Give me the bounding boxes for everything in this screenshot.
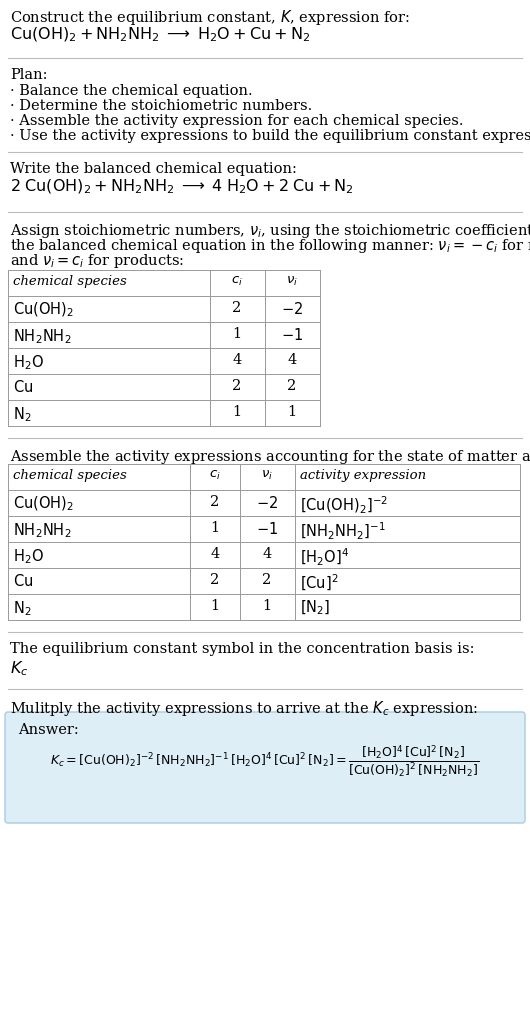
Text: Plan:: Plan:: [10, 68, 48, 82]
FancyBboxPatch shape: [5, 712, 525, 823]
Text: $\mathrm{Cu(OH)_2 + NH_2NH_2 \;\longrightarrow\; H_2O + Cu + N_2}$: $\mathrm{Cu(OH)_2 + NH_2NH_2 \;\longrigh…: [10, 26, 310, 44]
Text: 1: 1: [210, 599, 219, 613]
Text: $K_c = [\mathrm{Cu(OH)_2}]^{-2}\,[\mathrm{NH_2NH_2}]^{-1}\,[\mathrm{H_2O}]^{4}\,: $K_c = [\mathrm{Cu(OH)_2}]^{-2}\,[\mathr…: [50, 743, 480, 779]
Text: 1: 1: [287, 405, 297, 419]
Text: $[\mathrm{Cu}]^{2}$: $[\mathrm{Cu}]^{2}$: [300, 573, 339, 593]
Text: 4: 4: [232, 353, 242, 367]
Text: 2: 2: [287, 379, 297, 393]
Text: 2: 2: [232, 301, 242, 315]
Text: $\mathrm{NH_2NH_2}$: $\mathrm{NH_2NH_2}$: [13, 521, 72, 540]
Text: Answer:: Answer:: [18, 723, 79, 737]
Text: $[\mathrm{Cu(OH)_2}]^{-2}$: $[\mathrm{Cu(OH)_2}]^{-2}$: [300, 495, 388, 516]
Text: $[\mathrm{N_2}]$: $[\mathrm{N_2}]$: [300, 599, 330, 618]
Text: Write the balanced chemical equation:: Write the balanced chemical equation:: [10, 162, 297, 176]
Text: $[\mathrm{NH_2NH_2}]^{-1}$: $[\mathrm{NH_2NH_2}]^{-1}$: [300, 521, 386, 542]
Text: $[\mathrm{H_2O}]^{4}$: $[\mathrm{H_2O}]^{4}$: [300, 547, 349, 568]
Text: 1: 1: [210, 521, 219, 535]
Text: $\mathrm{N_2}$: $\mathrm{N_2}$: [13, 405, 31, 424]
Text: chemical species: chemical species: [13, 275, 127, 288]
Text: $\mathrm{2\;Cu(OH)_2 + NH_2NH_2 \;\longrightarrow\; 4\;H_2O + 2\;Cu + N_2}$: $\mathrm{2\;Cu(OH)_2 + NH_2NH_2 \;\longr…: [10, 178, 354, 196]
Text: The equilibrium constant symbol in the concentration basis is:: The equilibrium constant symbol in the c…: [10, 642, 474, 657]
Text: 4: 4: [210, 547, 219, 561]
Text: $\mathrm{Cu(OH)_2}$: $\mathrm{Cu(OH)_2}$: [13, 301, 74, 320]
Text: 1: 1: [233, 405, 242, 419]
Text: and $\nu_i = c_i$ for products:: and $\nu_i = c_i$ for products:: [10, 252, 184, 270]
Text: Construct the equilibrium constant, $K$, expression for:: Construct the equilibrium constant, $K$,…: [10, 8, 410, 27]
Text: 2: 2: [262, 573, 271, 587]
Text: chemical species: chemical species: [13, 469, 127, 482]
Text: $K_c$: $K_c$: [10, 659, 29, 678]
Text: 2: 2: [210, 495, 219, 509]
Text: Mulitply the activity expressions to arrive at the $K_c$ expression:: Mulitply the activity expressions to arr…: [10, 699, 478, 718]
Text: Assemble the activity expressions accounting for the state of matter and $\nu_i$: Assemble the activity expressions accoun…: [10, 448, 530, 466]
Text: $c_i$: $c_i$: [209, 469, 221, 482]
Text: $-2$: $-2$: [281, 301, 303, 317]
Text: the balanced chemical equation in the following manner: $\nu_i = -c_i$ for react: the balanced chemical equation in the fo…: [10, 237, 530, 255]
Text: Assign stoichiometric numbers, $\nu_i$, using the stoichiometric coefficients, $: Assign stoichiometric numbers, $\nu_i$, …: [10, 222, 530, 240]
Text: $-1$: $-1$: [281, 327, 303, 343]
Text: · Use the activity expressions to build the equilibrium constant expression.: · Use the activity expressions to build …: [10, 129, 530, 143]
Text: · Balance the chemical equation.: · Balance the chemical equation.: [10, 84, 253, 98]
Text: 4: 4: [287, 353, 297, 367]
Text: $-2$: $-2$: [256, 495, 278, 510]
Text: $\mathrm{Cu(OH)_2}$: $\mathrm{Cu(OH)_2}$: [13, 495, 74, 514]
Text: $\nu_i$: $\nu_i$: [261, 469, 273, 482]
Text: · Assemble the activity expression for each chemical species.: · Assemble the activity expression for e…: [10, 114, 464, 128]
Text: 2: 2: [210, 573, 219, 587]
Text: $\mathrm{N_2}$: $\mathrm{N_2}$: [13, 599, 31, 618]
Text: $\mathrm{H_2O}$: $\mathrm{H_2O}$: [13, 547, 44, 566]
Text: $\mathrm{Cu}$: $\mathrm{Cu}$: [13, 379, 33, 395]
Text: $-1$: $-1$: [256, 521, 278, 537]
Text: $\mathrm{Cu}$: $\mathrm{Cu}$: [13, 573, 33, 589]
Text: · Determine the stoichiometric numbers.: · Determine the stoichiometric numbers.: [10, 99, 312, 113]
Text: 4: 4: [262, 547, 271, 561]
Text: $\mathrm{NH_2NH_2}$: $\mathrm{NH_2NH_2}$: [13, 327, 72, 346]
Text: activity expression: activity expression: [300, 469, 426, 482]
Text: $c_i$: $c_i$: [231, 275, 243, 288]
Text: 1: 1: [262, 599, 271, 613]
Text: 2: 2: [232, 379, 242, 393]
Text: $\nu_i$: $\nu_i$: [286, 275, 298, 288]
Text: 1: 1: [233, 327, 242, 341]
Text: $\mathrm{H_2O}$: $\mathrm{H_2O}$: [13, 353, 44, 372]
